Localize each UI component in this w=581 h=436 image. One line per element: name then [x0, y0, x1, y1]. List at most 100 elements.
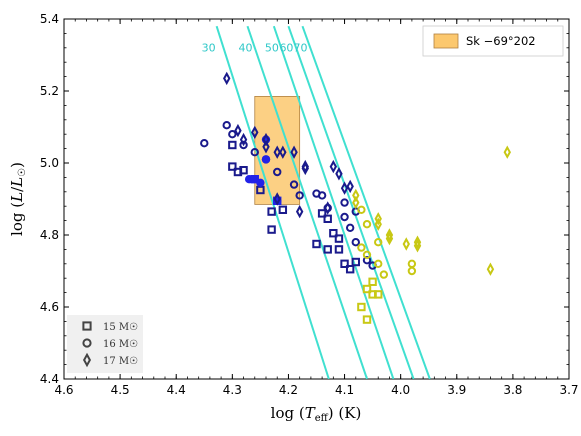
data-point [345, 265, 355, 274]
isoradius-line [287, 25, 415, 379]
data-point [278, 205, 288, 215]
data-point [486, 262, 495, 276]
data-point [340, 259, 349, 269]
data-point [251, 125, 259, 140]
data-point [239, 132, 248, 147]
data-point [346, 179, 354, 194]
data-point [323, 214, 332, 224]
data-point [301, 161, 309, 176]
data-point [273, 167, 282, 177]
data-point [402, 237, 410, 251]
data-point [267, 225, 276, 234]
data-point [290, 145, 298, 159]
data-point [357, 302, 366, 312]
data-point [351, 238, 360, 247]
isoradius-label: 30 [202, 41, 216, 54]
x-tick-label: 3.8 [503, 383, 522, 397]
data-point [334, 234, 344, 243]
plot-area [63, 18, 570, 380]
x-tick-label: 4.1 [335, 383, 354, 397]
data-point [362, 220, 372, 229]
data-point [352, 188, 360, 203]
data-point [340, 181, 349, 195]
data-point [357, 243, 366, 252]
data-point [340, 198, 349, 207]
isoradius-line [272, 25, 395, 379]
legend-marker [82, 338, 92, 348]
x-tick-label: 4.3 [223, 383, 242, 397]
data-point [317, 209, 327, 218]
data-point [334, 245, 344, 254]
data-point [228, 130, 237, 139]
data-point [374, 259, 383, 268]
data-point [261, 155, 271, 164]
data-point [200, 139, 209, 148]
legend-marker [82, 352, 92, 368]
data-point [262, 140, 270, 154]
y-tick-label: 4.4 [40, 372, 59, 386]
data-point [222, 121, 231, 130]
data-point [345, 223, 355, 233]
isoradius-label: 40 [238, 41, 252, 54]
data-point [324, 201, 332, 215]
data-point [374, 238, 383, 247]
data-point [351, 257, 360, 267]
data-point [250, 175, 259, 184]
x-tick-label: 4.2 [279, 383, 298, 397]
data-point [273, 192, 281, 206]
data-point [273, 145, 281, 159]
data-point [239, 140, 248, 150]
data-point [289, 180, 299, 189]
data-point [335, 167, 343, 181]
data-point [228, 162, 237, 171]
data-point [362, 315, 372, 324]
data-point [385, 228, 394, 242]
y-tick-label: 5.0 [40, 156, 59, 170]
x-tick-label: 4.4 [167, 383, 186, 397]
marker-legend-box [67, 315, 143, 373]
data-point [374, 212, 382, 226]
data-point [413, 239, 422, 253]
x-tick-label: 3.7 [559, 383, 578, 397]
data-point [413, 235, 422, 249]
legend-marker [82, 321, 92, 331]
y-tick-label: 4.8 [40, 228, 59, 242]
isoradius-line [246, 25, 368, 379]
data-point [374, 217, 382, 231]
data-point [368, 290, 377, 299]
isoradius-label: 70 [293, 41, 307, 54]
data-point [362, 256, 372, 265]
isoradius-line [215, 25, 330, 379]
data-point [503, 145, 511, 159]
x-tick-label: 4.6 [54, 383, 73, 397]
data-point [262, 132, 270, 147]
data-point [407, 266, 417, 276]
data-point [357, 205, 366, 215]
legend-label: 15 M☉ [103, 322, 138, 333]
y-tick-label: 5.4 [40, 12, 59, 26]
data-point [267, 207, 276, 216]
data-point [368, 277, 377, 287]
y-axis-label: log (L/L☉) [8, 162, 28, 236]
data-point [352, 195, 360, 210]
isoradius-label: 60 [279, 41, 293, 54]
y-tick-label: 4.6 [40, 300, 59, 314]
data-point [329, 229, 338, 238]
legend-label: 17 M☉ [103, 356, 138, 367]
data-point [295, 191, 304, 200]
y-tick-label: 5.2 [40, 84, 59, 98]
region-legend-label: Sk −69°202 [466, 34, 536, 48]
data-point [323, 245, 332, 254]
data-point [362, 250, 372, 260]
isoradius-line [301, 25, 431, 379]
region-legend-swatch [433, 33, 459, 49]
data-point [234, 123, 242, 138]
data-point [228, 140, 237, 150]
data-point [279, 145, 287, 159]
data-point [295, 204, 304, 219]
data-point [312, 239, 321, 249]
data-point [329, 159, 338, 174]
x-tick-label: 4.5 [111, 383, 130, 397]
data-point [239, 166, 248, 175]
